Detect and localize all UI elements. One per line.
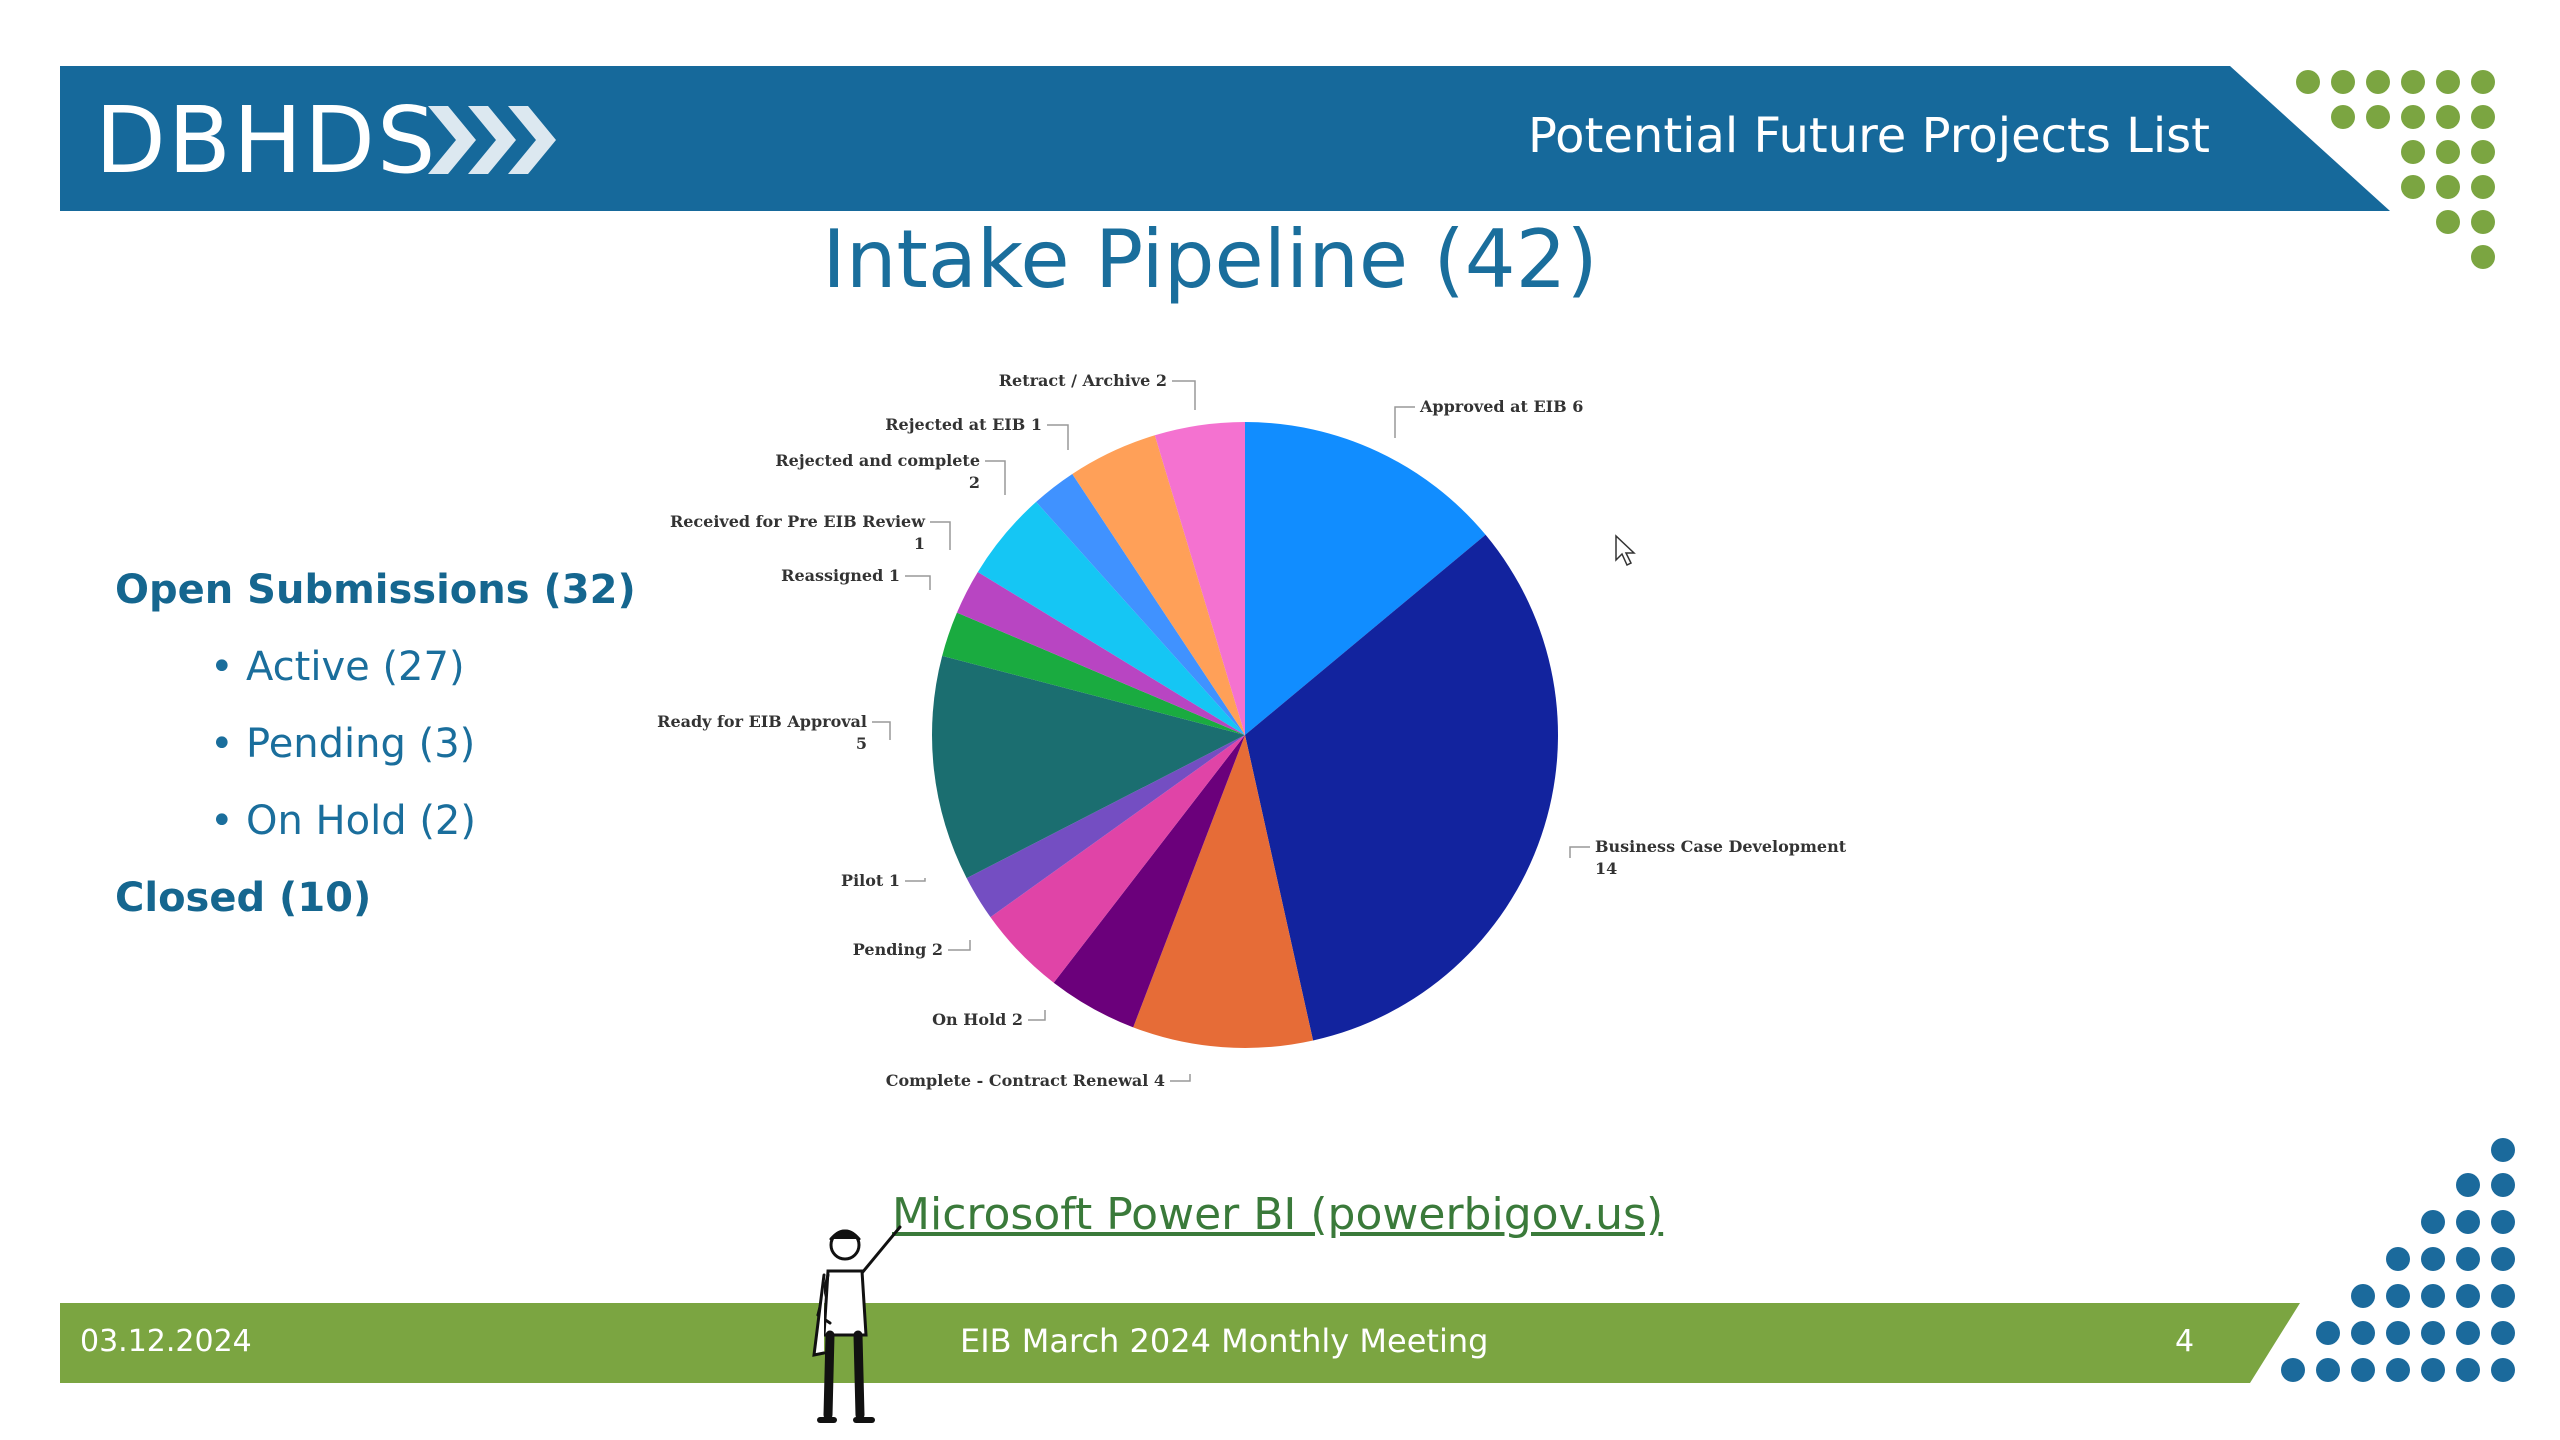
pie-data-label: Reassigned 1 — [781, 566, 900, 585]
pie-data-label: Pilot 1 — [841, 871, 900, 890]
bullet-icon: • — [210, 644, 234, 690]
mouse-pointer-icon — [1615, 534, 1636, 567]
label-leader-line — [1170, 1074, 1191, 1082]
label-leader-line — [948, 940, 971, 951]
header-title: Potential Future Projects List — [1527, 108, 2210, 164]
pie-slice[interactable] — [1036, 473, 1245, 735]
list-item-label: Pending (3) — [246, 721, 476, 767]
pie-data-label: Rejected and complete 2 — [775, 451, 980, 492]
open-submissions-heading: Open Submissions (32) — [115, 567, 636, 613]
label-leader-line — [872, 721, 891, 740]
label-leader-line — [1028, 1010, 1046, 1021]
label-leader-line — [905, 878, 926, 882]
logo-text: DBHDS — [95, 87, 438, 194]
footer-banner-shape — [60, 1303, 2300, 1383]
pie-data-label: Business Case Development 14 — [1595, 837, 1847, 878]
person-pointing-illustration — [812, 1225, 902, 1423]
pie-chart[interactable]: Approved at EIB 6 Business Case Developme… — [650, 350, 1900, 1110]
pie-data-label: Approved at EIB 6 — [1419, 397, 1583, 416]
pie-data-label: On Hold 2 — [932, 1010, 1023, 1029]
list-item-label: On Hold (2) — [246, 798, 476, 844]
pie-slice[interactable] — [1072, 435, 1245, 735]
footer-date: 03.12.2024 — [80, 1324, 252, 1359]
pie-slice[interactable] — [932, 655, 1245, 879]
pie-slice[interactable] — [942, 612, 1245, 735]
label-leader-line — [1569, 846, 1590, 858]
decorative-dots-green — [2296, 70, 2495, 269]
pie-slice[interactable] — [956, 571, 1245, 735]
pie-data-label: Retract / Archive 2 — [999, 371, 1167, 390]
pie-slice[interactable] — [1053, 735, 1245, 1028]
label-leader-line — [1394, 406, 1415, 438]
pie-slice[interactable] — [990, 735, 1245, 983]
label-leader-line — [930, 521, 951, 550]
label-leader-line — [1172, 380, 1196, 410]
label-leader-line — [1047, 424, 1069, 450]
bullet-icon: • — [210, 798, 234, 844]
label-leader-line — [985, 460, 1006, 495]
list-item-active: • Active (27) — [210, 637, 465, 697]
pie-slice[interactable] — [966, 735, 1245, 918]
chevron-arrows-icon — [428, 106, 556, 174]
header-band — [60, 66, 2390, 211]
slide-title: Intake Pipeline (42) — [822, 213, 1598, 306]
pie-data-label: Ready for EIB Approval 5 — [657, 712, 867, 753]
list-item-on-hold: • On Hold (2) — [210, 791, 476, 851]
header-banner-shape — [60, 66, 2390, 211]
pie-slice[interactable] — [977, 501, 1245, 735]
page-number: 4 — [2175, 1324, 2195, 1359]
pie-data-label: Rejected at EIB 1 — [885, 415, 1042, 434]
list-item-label: Active (27) — [246, 644, 465, 690]
pie-data-label: Complete - Contract Renewal 4 — [886, 1071, 1165, 1090]
pie-slice[interactable] — [1245, 534, 1558, 1041]
pie-slice[interactable] — [1133, 735, 1314, 1048]
decorative-dots-blue — [2281, 1138, 2515, 1382]
pie-slice[interactable] — [1245, 422, 1486, 735]
power-bi-link[interactable]: Microsoft Power BI (powerbigov.us) — [892, 1189, 1664, 1240]
pie-data-label: Pending 2 — [853, 940, 943, 959]
pie-data-label: Received for Pre EIB Review 1 — [670, 512, 926, 553]
label-leader-line — [905, 575, 931, 590]
footer-meeting-title: EIB March 2024 Monthly Meeting — [960, 1322, 1489, 1360]
list-item-pending: • Pending (3) — [210, 714, 475, 774]
bullet-icon: • — [210, 721, 234, 767]
closed-heading: Closed (10) — [115, 875, 372, 921]
pie-slice[interactable] — [1154, 422, 1245, 735]
